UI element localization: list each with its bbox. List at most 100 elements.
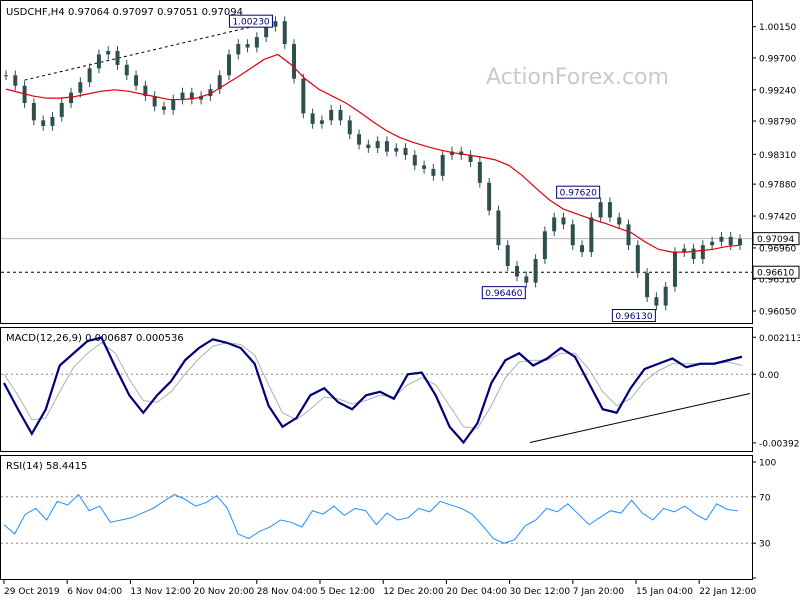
price-bar-body — [440, 155, 445, 176]
price-bar-body — [226, 54, 231, 76]
price-bar-body — [87, 68, 92, 83]
price-bar-body — [580, 245, 585, 253]
price-bar-body — [691, 248, 696, 260]
macd-panel — [0, 327, 753, 452]
price-bar-body — [459, 151, 464, 156]
price-bar-body — [505, 245, 510, 266]
price-bar-body — [449, 151, 454, 156]
price-bar-body — [422, 165, 427, 169]
price-bar-body — [589, 217, 594, 253]
price-annotation-box — [556, 185, 601, 199]
macd-trendline — [529, 393, 751, 443]
price-bar-body — [310, 113, 315, 124]
price-bar-body — [319, 120, 324, 124]
price-bar-body — [431, 168, 436, 176]
macd-axis-ticks: 0.002113 0.00 -0.003922 — [752, 334, 800, 449]
rsi-title: RSI(14) 58.4415 — [6, 461, 87, 472]
price-bar-body — [375, 141, 380, 149]
price-bar-body — [654, 297, 659, 306]
price-bar-body — [524, 276, 529, 283]
price-bar-body — [208, 89, 213, 97]
price-bar-body — [115, 50, 120, 65]
support-price-label: 0.96610 — [757, 269, 794, 279]
rsi-tick-label: 70 — [759, 493, 771, 503]
price-tick-label: 0.99700 — [759, 54, 796, 64]
rsi-tick-label: 100 — [759, 459, 776, 469]
price-bar-body — [357, 134, 362, 145]
current-price-label: 0.97094 — [757, 235, 794, 245]
price-tick-label: 0.98790 — [759, 118, 796, 128]
price-bar-body — [69, 92, 74, 104]
watermark: ActionForex.com — [486, 65, 669, 90]
price-bar-body — [180, 92, 185, 100]
macd-tick-label: 0.002113 — [759, 334, 800, 344]
price-bar-body — [645, 272, 650, 298]
price-bar-body — [366, 144, 371, 149]
price-annotation-box — [481, 286, 526, 300]
price-bar-body — [217, 75, 222, 90]
price-bar-body — [124, 64, 129, 76]
price-bar-body — [710, 241, 715, 246]
price-bar-body — [236, 44, 241, 55]
price-bar-body — [31, 103, 36, 121]
time-tick-label: 5 Dec 12:00 — [320, 587, 375, 597]
price-bar-body — [96, 54, 101, 69]
price-bar-body — [245, 44, 250, 48]
price-bar-body — [199, 96, 204, 100]
price-bar-body — [663, 286, 668, 306]
price-bar-body — [561, 217, 566, 225]
price-bar-body — [329, 109, 334, 121]
time-tick-label: 6 Nov 04:00 — [67, 587, 122, 597]
macd-main-line — [3, 336, 743, 445]
time-tick-label: 7 Jan 20:00 — [573, 587, 625, 597]
rsi-panel — [0, 455, 753, 580]
rsi-axis-ticks: 100 70 30 — [1, 459, 776, 579]
price-bar-body — [487, 182, 492, 211]
rsi-lines — [3, 493, 739, 544]
price-bar-body — [384, 141, 389, 152]
price-bar-body — [412, 155, 417, 166]
price-bar-body — [4, 75, 8, 77]
moving-average-line — [5, 53, 741, 253]
price-annotation-label: 0.96460 — [485, 289, 522, 299]
time-tick-label: 13 Nov 12:00 — [130, 587, 191, 597]
time-tick-label: 15 Jan 04:00 — [636, 587, 693, 597]
price-tick-label: 0.96510 — [759, 276, 796, 286]
price-annotation-label: 0.97620 — [560, 189, 597, 199]
price-bar-body — [152, 96, 157, 107]
price-bar-body — [626, 224, 631, 246]
time-axis-ticks: 29 Oct 2019 6 Nov 04:00 13 Nov 12:00 20 Nov… — [3, 580, 756, 597]
price-bar-body — [13, 75, 18, 86]
price-tick-label: 0.96050 — [759, 308, 796, 318]
price-bar-body — [468, 155, 473, 162]
price-bar-body — [301, 78, 306, 114]
time-tick-label: 22 Jan 12:00 — [699, 587, 756, 597]
time-tick-label: 12 Dec 20:00 — [383, 587, 444, 597]
price-bar-body — [728, 236, 733, 246]
price-bar-body — [347, 120, 352, 135]
price-bar-body — [273, 21, 278, 27]
price-bar-body — [338, 109, 343, 121]
price-bar-body — [189, 92, 194, 100]
time-tick-label: 30 Dec 12:00 — [510, 587, 571, 597]
price-bar-body — [477, 161, 482, 183]
price-bar-body — [161, 106, 166, 110]
price-tick-label: 0.98310 — [759, 151, 796, 161]
price-bar-body — [292, 44, 297, 79]
resistance-trendline — [24, 20, 276, 81]
price-tick-label: 0.96960 — [759, 244, 796, 254]
price-bar-body — [78, 82, 83, 93]
price-axis-ticks: 1.00150 0.99700 0.99240 0.98790 0.98310 0.978… — [752, 23, 796, 318]
macd-tick-label: 0.00 — [759, 371, 779, 381]
price-lines: 0.97094 0.96610 — [1, 16, 800, 311]
support-price-box — [752, 265, 800, 279]
price-tick-label: 0.99240 — [759, 86, 796, 96]
price-bar-body — [59, 103, 64, 117]
price-bar-body — [700, 245, 705, 260]
price-bar-body — [635, 245, 640, 273]
price-tick-label: 1.00150 — [759, 23, 796, 33]
price-bar-body — [106, 50, 111, 55]
price-bar-body — [282, 21, 287, 45]
price-bar-body — [515, 265, 520, 277]
